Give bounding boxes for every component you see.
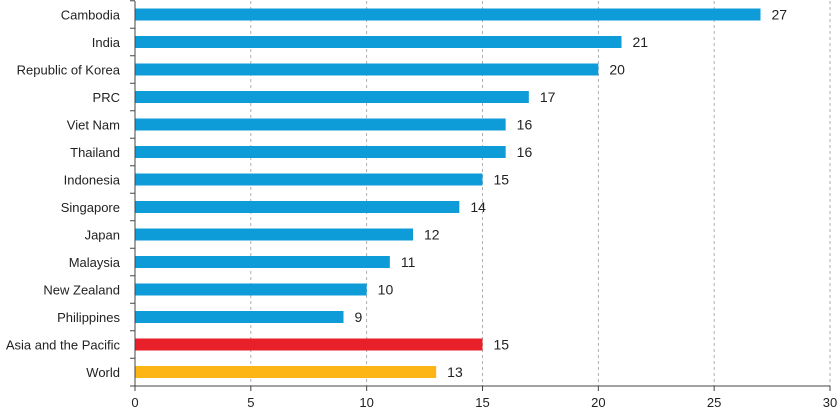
data-label: 10 xyxy=(378,282,394,298)
bar xyxy=(135,8,761,21)
category-label: India xyxy=(92,35,121,50)
data-label: 17 xyxy=(540,89,556,105)
x-tick-label: 5 xyxy=(247,395,254,410)
data-label: 9 xyxy=(355,309,363,325)
x-tick-label: 30 xyxy=(823,395,837,410)
category-label: Indonesia xyxy=(64,173,121,188)
bar xyxy=(135,201,460,213)
grid-layer xyxy=(250,1,831,386)
category-label: World xyxy=(86,365,120,380)
category-label: Viet Nam xyxy=(67,118,120,133)
category-label: Asia and the Pacific xyxy=(6,338,121,353)
bar-layer: 27 21 20 17 16 16 15 14 12 11 10 9 15 13 xyxy=(135,7,788,380)
x-tick-label: 0 xyxy=(131,395,138,410)
bar xyxy=(135,228,413,241)
data-label: 27 xyxy=(772,7,788,23)
bar xyxy=(135,63,599,76)
category-label: Thailand xyxy=(70,145,120,160)
category-label: PRC xyxy=(93,90,120,105)
category-label: New Zealand xyxy=(43,283,120,298)
x-tick-label: 25 xyxy=(707,395,721,410)
data-label: 16 xyxy=(517,144,533,160)
x-tick-label: 20 xyxy=(591,395,605,410)
bar xyxy=(135,36,622,48)
data-label: 15 xyxy=(494,337,510,353)
data-label: 12 xyxy=(424,227,440,243)
bar xyxy=(135,366,437,378)
x-tick-label: 15 xyxy=(475,395,489,410)
category-label: Malaysia xyxy=(69,255,121,270)
category-label: Cambodia xyxy=(61,8,121,23)
bar xyxy=(135,173,483,186)
bar xyxy=(135,311,344,323)
bar xyxy=(135,146,506,158)
bar xyxy=(135,256,390,268)
x-tick-label: 10 xyxy=(359,395,373,410)
data-label: 21 xyxy=(633,34,649,50)
category-label: Philippines xyxy=(57,310,120,325)
category-label: Singapore xyxy=(61,200,120,215)
data-label: 15 xyxy=(494,172,510,188)
bar xyxy=(135,91,529,103)
bar xyxy=(135,283,367,296)
bar xyxy=(135,118,506,131)
data-label: 13 xyxy=(447,364,463,380)
data-label: 20 xyxy=(609,62,625,78)
category-label: Republic of Korea xyxy=(17,63,121,78)
data-label: 14 xyxy=(470,199,486,215)
data-label: 16 xyxy=(517,117,533,133)
axis-layer: Cambodia India Republic of Korea PRC Viet Na… xyxy=(6,0,837,410)
data-label: 11 xyxy=(401,254,416,270)
category-label: Japan xyxy=(85,228,120,243)
bar xyxy=(135,338,483,351)
